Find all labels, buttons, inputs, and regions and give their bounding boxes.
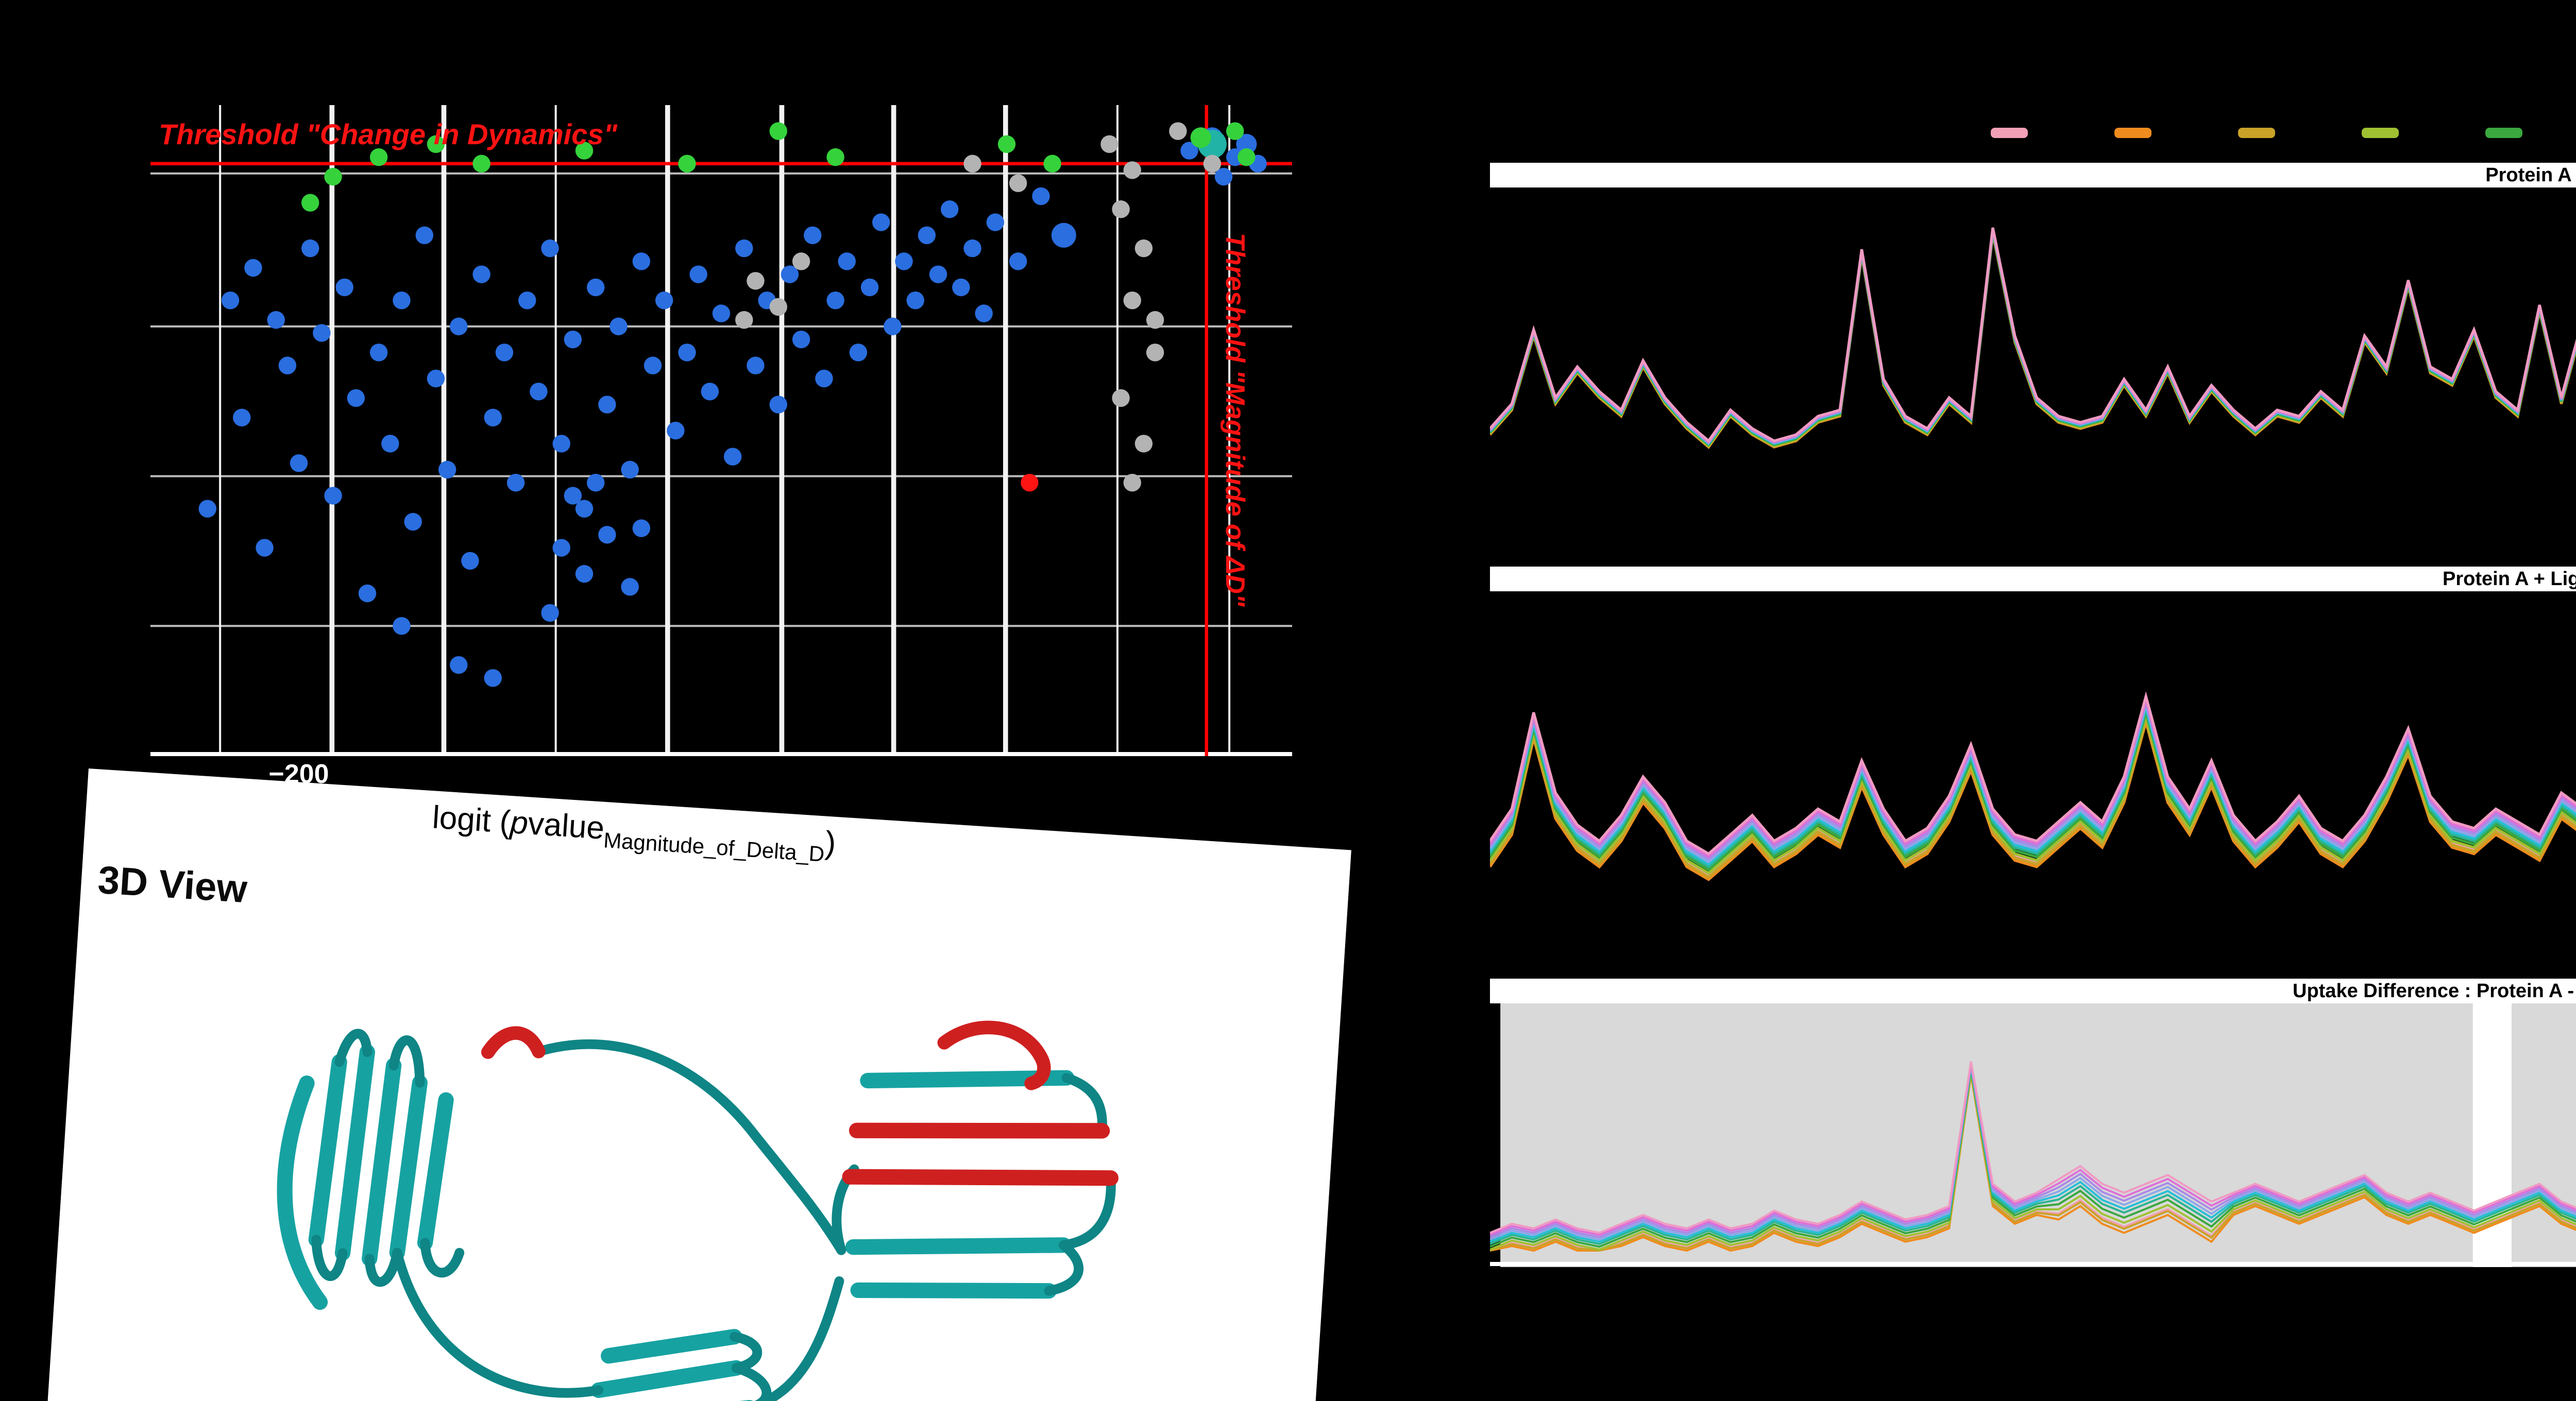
legend-dash[interactable] — [2114, 128, 2151, 137]
legend-dash[interactable] — [2485, 128, 2522, 137]
panel-title-uptake-difference: Uptake Difference : Protein A - (Protein… — [1490, 979, 2576, 1003]
legend-dash[interactable] — [1991, 128, 2028, 137]
structure-3d-panel[interactable]: logit (pvalueMagnitude_of_Delta_D) 3D Vi… — [44, 768, 1351, 1401]
panel-title-text: Uptake Difference : Protein A - (Protein… — [2293, 980, 2576, 1002]
protein-a-ligand-uptake-chart[interactable] — [1490, 591, 2576, 954]
volcano-x-axis-label: logit (pvalueMagnitude_of_Delta_D) — [431, 801, 837, 868]
xlabel-subscript: Magnitude_of_Delta_D — [602, 829, 825, 868]
threshold-change-in-dynamics-label: Threshold "Change in Dynamics" — [159, 117, 618, 150]
ribbon-red-highlights — [481, 1020, 1118, 1186]
xlabel-prefix: logit ( — [431, 801, 512, 841]
legend-dash[interactable] — [2362, 128, 2399, 137]
xlabel-value: value — [527, 807, 605, 847]
legend-dash[interactable] — [2238, 128, 2275, 137]
timepoint-legend — [1991, 128, 2576, 137]
uptake-difference-chart[interactable] — [1490, 1003, 2576, 1267]
panel-title-protein-a-ligand: Protein A + Ligand — [1490, 567, 2576, 591]
xlabel-close: ) — [824, 826, 837, 862]
threshold-magnitude-label: Threshold "Magnitude of ΔD" — [1220, 233, 1251, 607]
volcano-plot-canvas[interactable] — [150, 105, 1292, 756]
protein-structure-viewer[interactable] — [133, 897, 1253, 1401]
xlabel-p-italic: p — [509, 806, 530, 843]
volcano-plot[interactable]: Threshold "Change in Dynamics" Threshold… — [150, 105, 1292, 789]
panel-title-protein-a: Protein A — [1490, 163, 2576, 187]
ribbon-teal — [277, 1044, 1075, 1401]
protein-a-uptake-chart[interactable] — [1490, 187, 2576, 538]
panel-title-text: Protein A — [2485, 164, 2572, 186]
panel-title-text: Protein A + Ligand — [2443, 568, 2576, 590]
